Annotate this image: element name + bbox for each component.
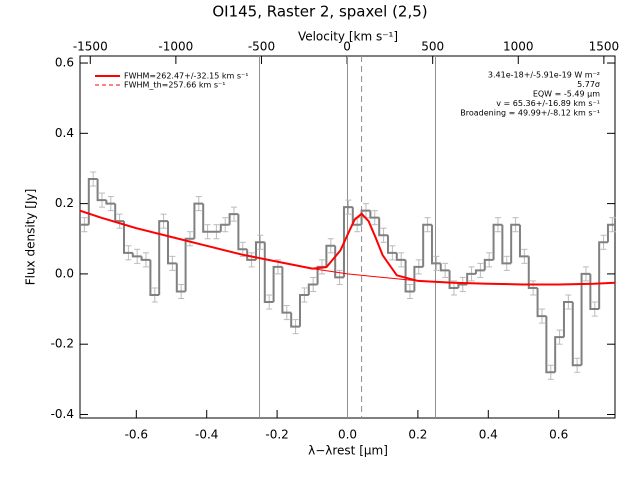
x-tick-label: -0.2 [265, 428, 288, 442]
x-tick-label: 0.6 [549, 428, 568, 442]
x-tick-label: 0.2 [408, 428, 427, 442]
spectrum-step [404, 259, 415, 293]
spectrum-step [131, 252, 142, 258]
spectrum-step [281, 266, 292, 314]
spectrum-step [448, 270, 459, 289]
annotation: v = 65.36+/-16.89 km s⁻¹ [496, 99, 600, 108]
spectrum-step [589, 273, 600, 311]
spectrum-step [501, 224, 512, 265]
spectrum-step [96, 179, 107, 202]
spectrum-step [395, 252, 406, 261]
spectrum-step [413, 265, 424, 292]
legend-label: FWHM_th=257.66 km s⁻¹ [124, 81, 225, 90]
spectrum-step [342, 206, 353, 278]
legend-label: FWHM=262.47+/-32.15 km s⁻¹ [124, 72, 248, 81]
spectrum-step [263, 242, 274, 304]
y-tick-label: 0.4 [55, 126, 74, 140]
spectrum-step [571, 302, 582, 367]
spectrum-step [175, 263, 186, 293]
spectrum-step [562, 301, 573, 338]
spectrum-step [536, 287, 547, 318]
spectrum-step [237, 214, 248, 251]
x2-tick-label: 1000 [503, 40, 534, 54]
spectrum-step [580, 272, 591, 366]
y-tick-label: -0.2 [51, 337, 74, 351]
spectrum-step [369, 210, 380, 219]
spectrum-step [510, 223, 520, 264]
x2-tick-label: 0 [343, 40, 351, 54]
spectrum-step [439, 263, 450, 272]
spectrum-step [87, 178, 98, 225]
spectrum-step [606, 223, 615, 243]
spectrum-step [307, 283, 318, 295]
spectrum-step [158, 220, 168, 295]
spectrum-step [474, 269, 485, 274]
spectrum-step [184, 237, 195, 292]
annotation: EQW = -5.49 μm [533, 90, 600, 99]
spectrum-step [254, 241, 265, 260]
spectrum-step [298, 293, 309, 327]
spectrum-step [527, 256, 538, 289]
spectrum-step [545, 316, 556, 374]
spectrum-step [422, 223, 432, 267]
spectrum-step [325, 244, 336, 267]
spectrum-step [360, 209, 371, 225]
fit-line [79, 209, 616, 286]
spectrum-step [457, 283, 468, 288]
y-tick-label: -0.4 [51, 407, 74, 421]
spectrum-step [598, 241, 608, 310]
x-tick-label: 0.0 [338, 428, 357, 442]
spectrum-step [228, 213, 239, 225]
x2-tick-label: -1500 [73, 40, 108, 54]
annotation: 3.41e-18+/-5.91e-19 W m⁻² [488, 71, 600, 80]
annotation: Broadening = 49.99+/-8.12 km s⁻¹ [460, 109, 600, 118]
spectrum-step [272, 265, 283, 303]
x-tick-label: -0.4 [195, 428, 218, 442]
spectrum-step [105, 200, 116, 205]
x2-tick-label: -1000 [158, 40, 193, 54]
y-label: Flux density [Jy] [24, 189, 38, 286]
spectrum-step [378, 217, 388, 237]
spectrum-step [386, 235, 397, 254]
spectrum-step [466, 272, 476, 285]
x-tick-label: -0.6 [125, 428, 148, 442]
spectrum-step [518, 224, 529, 258]
x2-tick-label: 1500 [589, 40, 620, 54]
spectrum-step [246, 249, 256, 261]
spectrum-step [202, 203, 212, 233]
spectrum-step [554, 336, 564, 373]
x-label: λ−λrest [μm] [308, 444, 388, 458]
y-tick-label: 0.0 [55, 266, 74, 280]
spectrum-step [193, 202, 204, 239]
spectrum-step [290, 312, 300, 328]
annotation: 5.77σ [577, 80, 600, 89]
spectrum-step [140, 256, 151, 261]
chart-title: OI145, Raster 2, spaxel (2,5) [212, 3, 427, 21]
y-tick-label: 0.2 [55, 196, 74, 210]
spectrum-step [492, 223, 503, 260]
spectrum-step [219, 223, 230, 232]
spectrum-step [483, 258, 494, 271]
x2-tick-label: -500 [248, 40, 275, 54]
spectrum-step [149, 259, 160, 296]
y-tick-label: 0.6 [55, 56, 74, 70]
x-tick-label: 0.4 [479, 428, 498, 442]
x2-label: Velocity [km s⁻¹] [298, 30, 398, 44]
spectrum-step [430, 224, 441, 265]
x2-tick-label: 500 [421, 40, 444, 54]
spectrum-step [122, 221, 133, 254]
